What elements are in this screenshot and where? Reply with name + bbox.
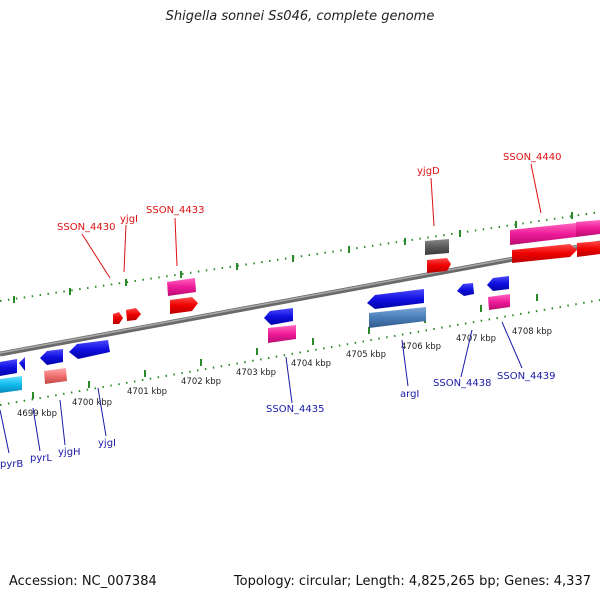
gene-arrow (264, 308, 293, 325)
gene-label-sson-4440: SSON_4440 (503, 152, 562, 163)
gene-label-sson-4433: SSON_4433 (146, 205, 205, 216)
gene-label-pyrb: pyrB (0, 459, 23, 470)
gene-arrow (170, 297, 198, 314)
gene-arrow (577, 241, 600, 257)
gene-arrow (512, 244, 577, 263)
gene-label-yjgi-reverse: yjgI (98, 438, 116, 449)
kbp-label: 4706 kbp (401, 342, 441, 352)
gene-label-yjgh: yjgH (58, 447, 81, 458)
genome-backbone-highlight (0, 241, 600, 354)
kbp-label: 4702 kbp (181, 377, 221, 387)
gene-arrow (510, 223, 576, 245)
gene-arrow (367, 289, 424, 309)
reverse-gene-labels[interactable] (0, 321, 523, 454)
gene-arrow (19, 357, 25, 371)
gene-arrow (0, 376, 22, 393)
gene-arrow (268, 325, 296, 343)
kbp-label: 4704 kbp (291, 359, 331, 369)
forward-tick-track (0, 211, 600, 302)
reverse-genes[interactable] (0, 276, 510, 393)
gene-arrow (425, 239, 449, 255)
gene-arrow (40, 349, 63, 365)
gene-arrow (44, 368, 67, 384)
forward-major-ticks (13, 212, 573, 303)
kbp-label: 4705 kbp (346, 350, 386, 360)
forward-gene-labels[interactable] (81, 163, 542, 279)
page-title: Shigella sonnei Ss046, complete genome (165, 9, 435, 24)
forward-genes[interactable] (113, 220, 600, 324)
gene-arrow (576, 220, 600, 237)
gene-label-sson-4430: SSON_4430 (57, 222, 116, 233)
gene-label-argi: argI (400, 389, 419, 400)
gene-arrow (126, 308, 141, 321)
kbp-label: 4707 kbp (456, 334, 496, 344)
gene-label-yjgi-forward: yjgI (120, 214, 138, 225)
kbp-label: 4703 kbp (236, 368, 276, 378)
kbp-label: 4708 kbp (512, 327, 552, 337)
gene-label-sson-4439: SSON_4439 (497, 371, 556, 382)
gene-arrow (369, 307, 426, 328)
gene-arrow (167, 278, 196, 296)
gene-arrow (487, 276, 509, 291)
gene-label-pyrl: pyrL (30, 453, 52, 464)
kbp-tick-labels: 4699 kbp 4700 kbp 4701 kbp 4702 kbp 4703… (17, 327, 552, 419)
gene-label-yjgd: yjgD (417, 166, 440, 177)
gene-label-sson-4438: SSON_4438 (433, 378, 492, 389)
genome-backbone (0, 240, 600, 357)
gene-arrow (427, 258, 451, 273)
reverse-tick-track (0, 299, 600, 406)
gene-label-sson-4435: SSON_4435 (266, 404, 325, 415)
gene-arrow (113, 312, 123, 324)
genome-summary-text: Topology: circular; Length: 4,825,265 bp… (233, 574, 591, 589)
gene-arrow (69, 340, 110, 359)
accession-text: Accession: NC_007384 (9, 574, 157, 589)
kbp-label: 4700 kbp (72, 398, 112, 408)
kbp-label: 4699 kbp (17, 409, 57, 419)
gene-arrow (0, 359, 17, 376)
gene-arrow (457, 283, 474, 296)
gene-arrow (488, 294, 510, 310)
kbp-label: 4701 kbp (127, 387, 167, 397)
